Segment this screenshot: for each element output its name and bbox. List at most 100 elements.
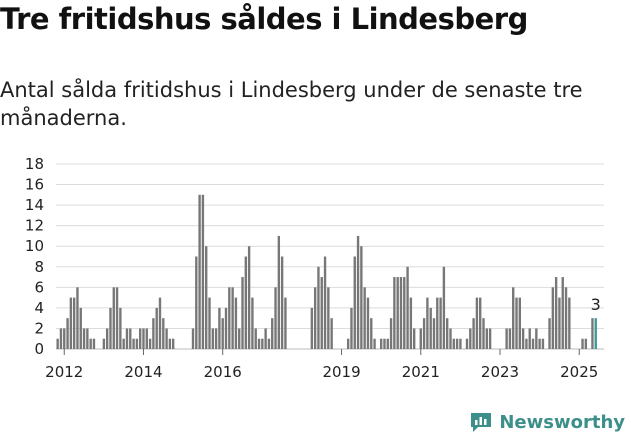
bar-2025-02 (581, 338, 584, 349)
bar-2018-08 (323, 256, 327, 349)
bar-2018-09 (327, 287, 330, 349)
bar-2017-08 (284, 297, 287, 349)
bar-2021-12 (455, 338, 459, 349)
bar-2020-09 (406, 266, 409, 349)
bar-2021-10 (449, 328, 452, 349)
y-tick-label: 2 (34, 319, 44, 337)
bar-2023-11 (531, 338, 535, 349)
bar-2024-09 (564, 287, 568, 349)
bar-2024-05 (551, 287, 555, 349)
bar-2012-02 (66, 318, 69, 349)
bar-2013-12 (138, 328, 142, 349)
bar-2021-05 (432, 318, 436, 349)
bar-2016-04 (231, 287, 234, 349)
bar-2016-01 (221, 318, 224, 349)
bar-2020-04 (389, 318, 393, 349)
bar-2016-11 (254, 328, 257, 349)
bar-2013-06 (119, 307, 122, 349)
bar-2020-07 (399, 277, 403, 349)
bar-2013-03 (109, 307, 112, 349)
bar-2020-05 (393, 277, 396, 349)
bar-2023-07 (518, 297, 522, 349)
bar-2023-05 (512, 287, 515, 349)
bar-2019-09 (366, 297, 370, 349)
bar-2014-03 (148, 338, 152, 349)
bar-2019-04 (350, 307, 353, 349)
bar-2021-11 (452, 338, 455, 349)
bar-2018-05 (313, 287, 317, 349)
bar-2023-03 (505, 328, 508, 349)
bar-2019-11 (373, 338, 376, 349)
bar-2012-03 (69, 297, 73, 349)
bar-2013-07 (122, 338, 125, 349)
bar-2020-01 (379, 338, 383, 349)
bar-2023-08 (521, 328, 525, 349)
bar-2016-08 (244, 256, 248, 349)
bar-2021-04 (429, 307, 432, 349)
bar-2012-07 (82, 328, 86, 349)
bar-2014-10 (172, 338, 175, 349)
bar-2017-06 (277, 235, 281, 349)
x-tick-label: 2014 (124, 363, 162, 381)
bar-2012-04 (72, 297, 76, 349)
y-tick-label: 6 (34, 278, 44, 296)
bar-2022-10 (488, 328, 492, 349)
bar-2021-01 (419, 328, 422, 349)
y-tick-label: 18 (25, 155, 44, 173)
bar-2018-04 (310, 307, 314, 349)
x-tick-label: 2019 (322, 363, 360, 381)
x-tick-label: 2023 (481, 363, 519, 381)
bar-2021-06 (436, 297, 439, 349)
bar-2015-07 (201, 194, 205, 349)
grid-lines (56, 163, 604, 350)
chart-title: Tre fritidshus såldes i Lindesberg (0, 2, 528, 36)
bar-2024-08 (561, 277, 564, 349)
bar-2022-09 (485, 328, 488, 349)
bar-2016-05 (234, 297, 238, 349)
bar-2025-03 (584, 338, 588, 349)
bar-2016-03 (228, 287, 231, 349)
bar-2015-06 (198, 194, 201, 349)
bar-2019-06 (356, 235, 360, 349)
bar-2022-04 (469, 328, 472, 349)
bar-2012-01 (63, 328, 66, 349)
bar-2015-04 (191, 328, 195, 349)
bar-2023-04 (508, 328, 512, 349)
bar-2016-07 (241, 277, 244, 349)
bar-2012-05 (76, 287, 79, 349)
x-tick-label: 2025 (560, 363, 598, 381)
y-axis-ticks: 0 2 4 6 8 10 12 14 16 18 (25, 155, 44, 358)
y-tick-label: 12 (25, 217, 44, 235)
bar-2020-10 (409, 297, 413, 349)
bar-2024-04 (548, 318, 551, 349)
latest-value-label: 3 (591, 295, 601, 314)
bar-2018-06 (317, 266, 320, 349)
brand-logo: Newsworthy (469, 411, 625, 433)
bar-2017-04 (271, 318, 274, 349)
bar-2022-03 (465, 338, 469, 349)
bar-2015-09 (208, 297, 211, 349)
bar-2019-08 (363, 287, 366, 349)
bar-2013-10 (132, 338, 135, 349)
bar-2016-09 (247, 246, 251, 349)
y-tick-label: 14 (25, 196, 44, 214)
bar-2016-10 (251, 297, 254, 349)
bar-2024-10 (568, 297, 571, 349)
bar-2015-08 (205, 246, 208, 349)
y-tick-label: 8 (34, 258, 44, 276)
bar-2024-02 (541, 338, 545, 349)
x-axis-ticks: 2012 2014 2016 2019 2021 2023 2025 (45, 349, 598, 381)
bar-2025-05 (591, 318, 594, 349)
bar-2012-09 (89, 338, 92, 349)
x-tick-label: 2021 (402, 363, 440, 381)
bar-chart: 0 2 4 6 8 10 12 14 16 18 2012 2014 2016 2019 2021 2023… (25, 155, 604, 381)
bar-2014-06 (158, 297, 162, 349)
bar-2017-05 (274, 287, 277, 349)
bar-2011-12 (59, 328, 63, 349)
bar-2023-12 (535, 328, 538, 349)
bar-2015-11 (214, 328, 218, 349)
bar-2024-01 (538, 338, 541, 349)
bar-2024-07 (558, 297, 561, 349)
bar-2012-06 (79, 307, 82, 349)
bar-2013-01 (102, 338, 106, 349)
